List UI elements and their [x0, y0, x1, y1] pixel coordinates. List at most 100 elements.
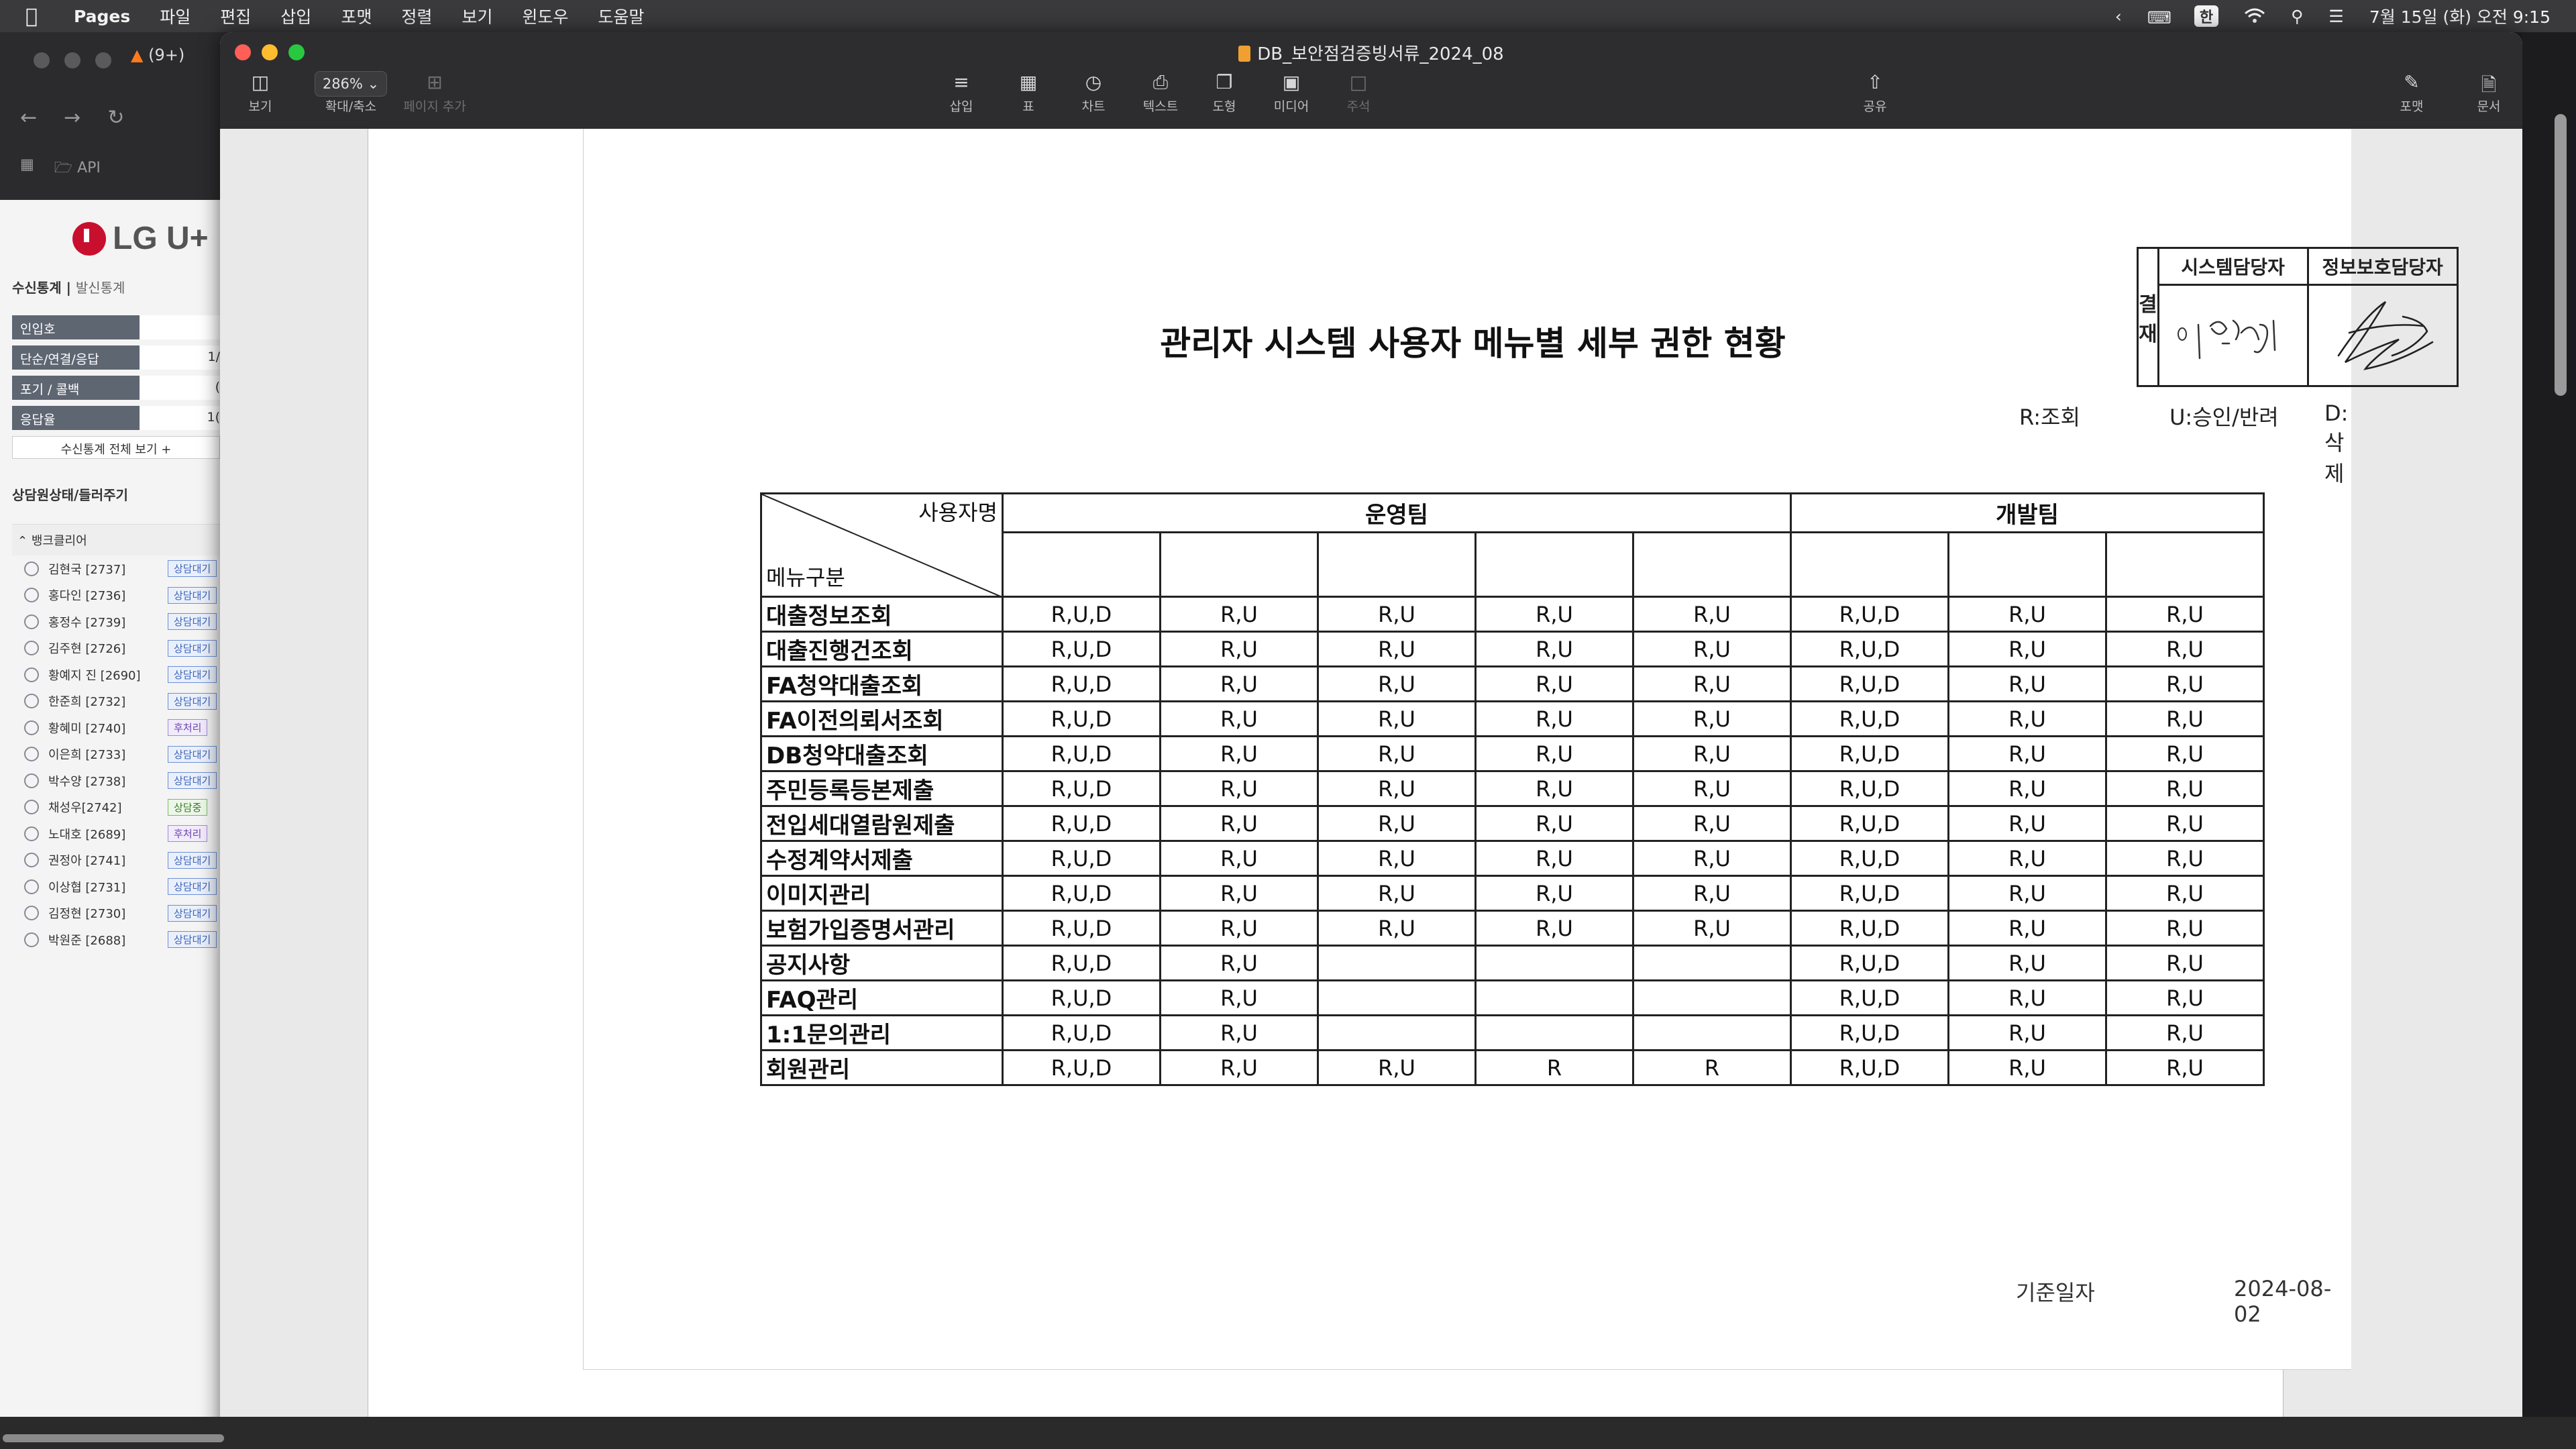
agent-row[interactable]: 황혜미 [2740] 후처리 — [12, 714, 228, 741]
agent-row[interactable]: 황예지 진 [2690] 상담대기 — [12, 661, 228, 688]
menu-edit[interactable]: 편집 — [220, 7, 252, 27]
apps-grid-icon[interactable]: ▦ — [20, 156, 34, 173]
table-button[interactable]: ▦ 표 — [1005, 71, 1052, 115]
clock[interactable]: 7월 15일 (화) 오전 9:15 — [2369, 7, 2551, 27]
agent-group-header[interactable]: ⌃ 뱅크클리어 — [12, 525, 228, 555]
zoom-control[interactable]: 286% ⌄ 확대/축소 — [307, 71, 394, 115]
permission-cell: R,U — [2105, 665, 2265, 702]
browser-tab-label: (9+) — [148, 46, 185, 64]
menu-window[interactable]: 윈도우 — [522, 7, 569, 27]
keyboard-icon[interactable]: ⌨ — [2147, 8, 2171, 28]
permission-cell: R,U — [2105, 1049, 2265, 1086]
permission-cell: R,U — [1474, 840, 1634, 877]
comment-button[interactable]: □ 주석 — [1335, 71, 1382, 115]
agent-row[interactable]: 이은희 [2733] 상담대기 — [12, 741, 228, 768]
forward-icon[interactable]: → — [64, 106, 81, 129]
media-button[interactable]: ▣ 미디어 — [1261, 71, 1322, 115]
menu-help[interactable]: 도움말 — [598, 7, 645, 27]
agent-row[interactable]: 김주현 [2726] 상담대기 — [12, 635, 228, 662]
input-source-indicator[interactable]: 한 — [2194, 5, 2219, 27]
permission-cell: R,U — [1474, 770, 1634, 807]
view-button[interactable]: ◫ 보기 — [240, 71, 280, 115]
insert-button[interactable]: ≡ 삽입 — [938, 71, 985, 115]
tab-inbound-stats[interactable]: 수신통계 — [12, 280, 62, 296]
close-button[interactable] — [235, 44, 251, 60]
table-row: 수정계약서제출 R,U,D R,U R,U R,U R,U R,U,D R,U R,U — [760, 840, 2265, 877]
agent-row[interactable]: 박원준 [2688] 상담대기 — [12, 926, 228, 953]
shape-button[interactable]: ❐ 도형 — [1201, 71, 1248, 115]
shape-label: 도형 — [1212, 99, 1236, 114]
permissions-table[interactable]: 사용자명 메뉴구분 운영팀 개발팀 대출정보조회 R,U,D R,U R,U R,U R,… — [760, 492, 2265, 1086]
document-title: DB_보안점검증빙서류_2024_08 — [220, 40, 2522, 65]
agent-row[interactable]: 한준희 [2732] 상담대기 — [12, 688, 228, 715]
stats-table: 인입호 단순/연결/응답 1/ 포기 / 콜백( 응답율 1( — [12, 315, 228, 430]
menu-arrange[interactable]: 정렬 — [401, 7, 433, 27]
fire-icon: ▲ — [131, 46, 144, 64]
permission-cell: R,U — [1632, 875, 1792, 912]
agent-status-badge: 상담대기 — [168, 851, 217, 869]
permission-cell: R,U — [1947, 770, 2107, 807]
scroll-thumb[interactable] — [3, 1434, 224, 1442]
menu-format[interactable]: 포맷 — [341, 7, 372, 27]
menu-app-name[interactable]: Pages — [74, 6, 131, 26]
apple-icon[interactable]:  — [25, 5, 59, 28]
zoom-window-button[interactable] — [288, 44, 305, 60]
permission-cell: R,U — [1317, 596, 1477, 633]
browser-zoom-button[interactable] — [95, 52, 111, 68]
search-icon[interactable]: ⚲ — [2291, 6, 2304, 26]
browser-minimize-button[interactable] — [64, 52, 80, 68]
menu-name-cell: FAQ관리 — [760, 979, 1004, 1016]
browser-tab[interactable]: ▲ (9+) — [131, 46, 184, 64]
stats-more-button[interactable]: 수신통계 전체 보기 + — [12, 436, 220, 459]
add-page-button[interactable]: ⊞ 페이지 추가 — [394, 71, 475, 115]
zoom-select[interactable]: 286% ⌄ — [315, 71, 387, 97]
document-button[interactable]: 🗎 문서 — [2465, 71, 2512, 115]
agent-row[interactable]: 김현국 [2737] 상담대기 — [12, 555, 228, 582]
collapse-icon[interactable]: ⌃ — [17, 534, 28, 548]
agent-row[interactable]: 권정아 [2741] 상담대기 — [12, 847, 228, 874]
agent-row[interactable]: 채성우[2742] 상담중 — [12, 794, 228, 821]
text-button[interactable]: ⎙ 텍스트 — [1130, 71, 1191, 115]
permission-cell: R,U,D — [1790, 700, 1949, 737]
permission-cell: R,U — [1317, 840, 1477, 877]
reload-icon[interactable]: ↻ — [107, 106, 125, 129]
vertical-scrollbar[interactable] — [2555, 114, 2567, 396]
menu-view[interactable]: 보기 — [462, 7, 493, 27]
browser-close-button[interactable] — [34, 52, 50, 68]
share-icon: ⇧ — [1867, 71, 1883, 93]
chart-icon: ◷ — [1085, 71, 1102, 93]
wifi-icon[interactable] — [2244, 8, 2265, 24]
bookmark-folder-api[interactable]: 🗁 API — [54, 156, 101, 182]
agent-row[interactable]: 김정현 [2730] 상담대기 — [12, 900, 228, 927]
pages-toolbar: DB_보안점검증빙서류_2024_08 ◫ 보기 286% ⌄ 확대/축소 ⊞ 페이지… — [220, 32, 2522, 129]
permission-cell: R,U — [1159, 910, 1319, 947]
permission-cell: R,U — [2105, 979, 2265, 1016]
agent-status-icon — [24, 747, 39, 762]
horizontal-scrollbar[interactable] — [0, 1417, 2576, 1449]
permission-cell: R,U — [1317, 665, 1477, 702]
agent-row[interactable]: 홍다인 [2736] 상담대기 — [12, 582, 228, 609]
permission-cell: R,U — [1947, 945, 2107, 981]
share-button[interactable]: ⇧ 공유 — [1851, 71, 1898, 115]
permission-cell: R,U — [2105, 735, 2265, 772]
agent-row[interactable]: 노대호 [2689] 후처리 — [12, 820, 228, 847]
permission-cell — [1317, 1014, 1477, 1051]
menu-file[interactable]: 파일 — [160, 7, 191, 27]
agent-row[interactable]: 홍정수 [2739] 상담대기 — [12, 608, 228, 635]
control-center-icon[interactable]: ☰ — [2328, 6, 2344, 26]
chart-label: 차트 — [1081, 99, 1106, 114]
permission-cell: R,U — [2105, 596, 2265, 633]
menu-insert[interactable]: 삽입 — [280, 7, 312, 27]
back-icon[interactable]: ← — [20, 106, 38, 129]
chevron-left-icon[interactable]: ‹ — [2114, 6, 2122, 26]
user-header-cell — [2105, 531, 2265, 598]
agent-row[interactable]: 이상협 [2731] 상담대기 — [12, 873, 228, 900]
minimize-button[interactable] — [262, 44, 278, 60]
tab-outbound-stats[interactable]: 발신통계 — [75, 280, 125, 296]
permission-cell: R,U,D — [1002, 770, 1161, 807]
format-button[interactable]: ✎ 포맷 — [2388, 71, 2435, 115]
table-row: 대출진행건조회 R,U,D R,U R,U R,U R,U R,U,D R,U R,U — [760, 631, 2265, 667]
permission-cell: R,U — [1159, 805, 1319, 842]
chart-button[interactable]: ◷ 차트 — [1070, 71, 1117, 115]
agent-row[interactable]: 박수양 [2738] 상담대기 — [12, 767, 228, 794]
